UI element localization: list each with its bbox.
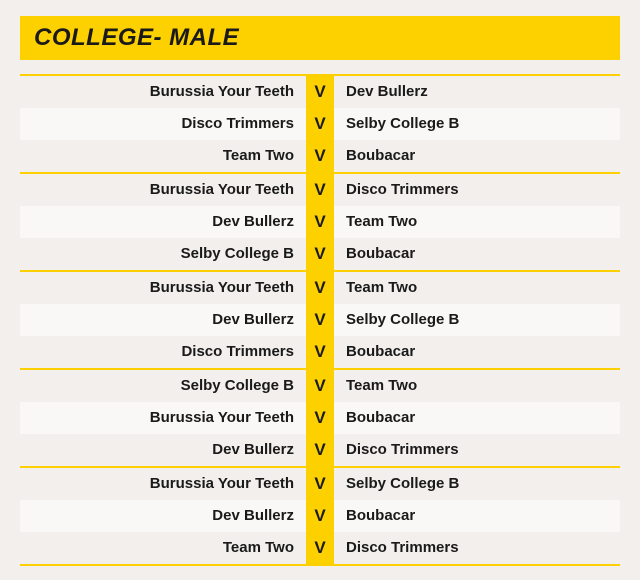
fixture-group: Burussia Your TeethVSelby College BDev B… bbox=[20, 466, 620, 566]
vs-label: V bbox=[306, 336, 334, 368]
fixture-row: Burussia Your TeethVDisco Trimmers bbox=[20, 174, 620, 206]
fixture-group: Burussia Your TeethVTeam TwoDev BullerzV… bbox=[20, 270, 620, 368]
home-team: Selby College B bbox=[20, 238, 306, 270]
home-team: Team Two bbox=[20, 140, 306, 172]
away-team: Boubacar bbox=[334, 140, 620, 172]
vs-label: V bbox=[306, 272, 334, 304]
home-team: Dev Bullerz bbox=[20, 304, 306, 336]
vs-label: V bbox=[306, 402, 334, 434]
home-team: Disco Trimmers bbox=[20, 336, 306, 368]
away-team: Selby College B bbox=[334, 108, 620, 140]
fixture-row: Burussia Your TeethVDev Bullerz bbox=[20, 76, 620, 108]
vs-label: V bbox=[306, 174, 334, 206]
fixture-row: Disco TrimmersVBoubacar bbox=[20, 336, 620, 368]
home-team: Burussia Your Teeth bbox=[20, 402, 306, 434]
vs-label: V bbox=[306, 468, 334, 500]
vs-label: V bbox=[306, 76, 334, 108]
home-team: Dev Bullerz bbox=[20, 206, 306, 238]
away-team: Disco Trimmers bbox=[334, 434, 620, 466]
home-team: Team Two bbox=[20, 532, 306, 564]
away-team: Disco Trimmers bbox=[334, 532, 620, 564]
home-team: Dev Bullerz bbox=[20, 434, 306, 466]
home-team: Burussia Your Teeth bbox=[20, 174, 306, 206]
away-team: Selby College B bbox=[334, 304, 620, 336]
fixture-title: COLLEGE- MALE bbox=[20, 16, 620, 60]
away-team: Boubacar bbox=[334, 500, 620, 532]
vs-label: V bbox=[306, 370, 334, 402]
fixture-group: Burussia Your TeethVDev BullerzDisco Tri… bbox=[20, 74, 620, 172]
vs-label: V bbox=[306, 500, 334, 532]
home-team: Disco Trimmers bbox=[20, 108, 306, 140]
vs-label: V bbox=[306, 304, 334, 336]
fixture-row: Burussia Your TeethVTeam Two bbox=[20, 272, 620, 304]
away-team: Boubacar bbox=[334, 336, 620, 368]
fixture-group: Burussia Your TeethVDisco TrimmersDev Bu… bbox=[20, 172, 620, 270]
away-team: Disco Trimmers bbox=[334, 174, 620, 206]
home-team: Dev Bullerz bbox=[20, 500, 306, 532]
vs-label: V bbox=[306, 532, 334, 564]
fixture-row: Dev BullerzVSelby College B bbox=[20, 304, 620, 336]
home-team: Burussia Your Teeth bbox=[20, 272, 306, 304]
fixture-row: Dev BullerzVTeam Two bbox=[20, 206, 620, 238]
home-team: Burussia Your Teeth bbox=[20, 468, 306, 500]
fixture-row: Disco TrimmersVSelby College B bbox=[20, 108, 620, 140]
vs-label: V bbox=[306, 434, 334, 466]
away-team: Boubacar bbox=[334, 238, 620, 270]
away-team: Selby College B bbox=[334, 468, 620, 500]
fixture-group: Selby College BVTeam TwoBurussia Your Te… bbox=[20, 368, 620, 466]
home-team: Burussia Your Teeth bbox=[20, 76, 306, 108]
fixture-row: Selby College BVTeam Two bbox=[20, 370, 620, 402]
away-team: Team Two bbox=[334, 206, 620, 238]
fixture-row: Burussia Your TeethVBoubacar bbox=[20, 402, 620, 434]
fixture-row: Selby College BVBoubacar bbox=[20, 238, 620, 270]
fixture-row: Burussia Your TeethVSelby College B bbox=[20, 468, 620, 500]
vs-label: V bbox=[306, 206, 334, 238]
fixture-row: Team TwoVBoubacar bbox=[20, 140, 620, 172]
fixture-row: Dev BullerzVDisco Trimmers bbox=[20, 434, 620, 466]
away-team: Dev Bullerz bbox=[334, 76, 620, 108]
fixture-row: Dev BullerzVBoubacar bbox=[20, 500, 620, 532]
fixture-table: Burussia Your TeethVDev BullerzDisco Tri… bbox=[20, 74, 620, 566]
vs-label: V bbox=[306, 140, 334, 172]
away-team: Boubacar bbox=[334, 402, 620, 434]
fixture-row: Team TwoVDisco Trimmers bbox=[20, 532, 620, 564]
away-team: Team Two bbox=[334, 272, 620, 304]
vs-label: V bbox=[306, 108, 334, 140]
away-team: Team Two bbox=[334, 370, 620, 402]
home-team: Selby College B bbox=[20, 370, 306, 402]
vs-label: V bbox=[306, 238, 334, 270]
